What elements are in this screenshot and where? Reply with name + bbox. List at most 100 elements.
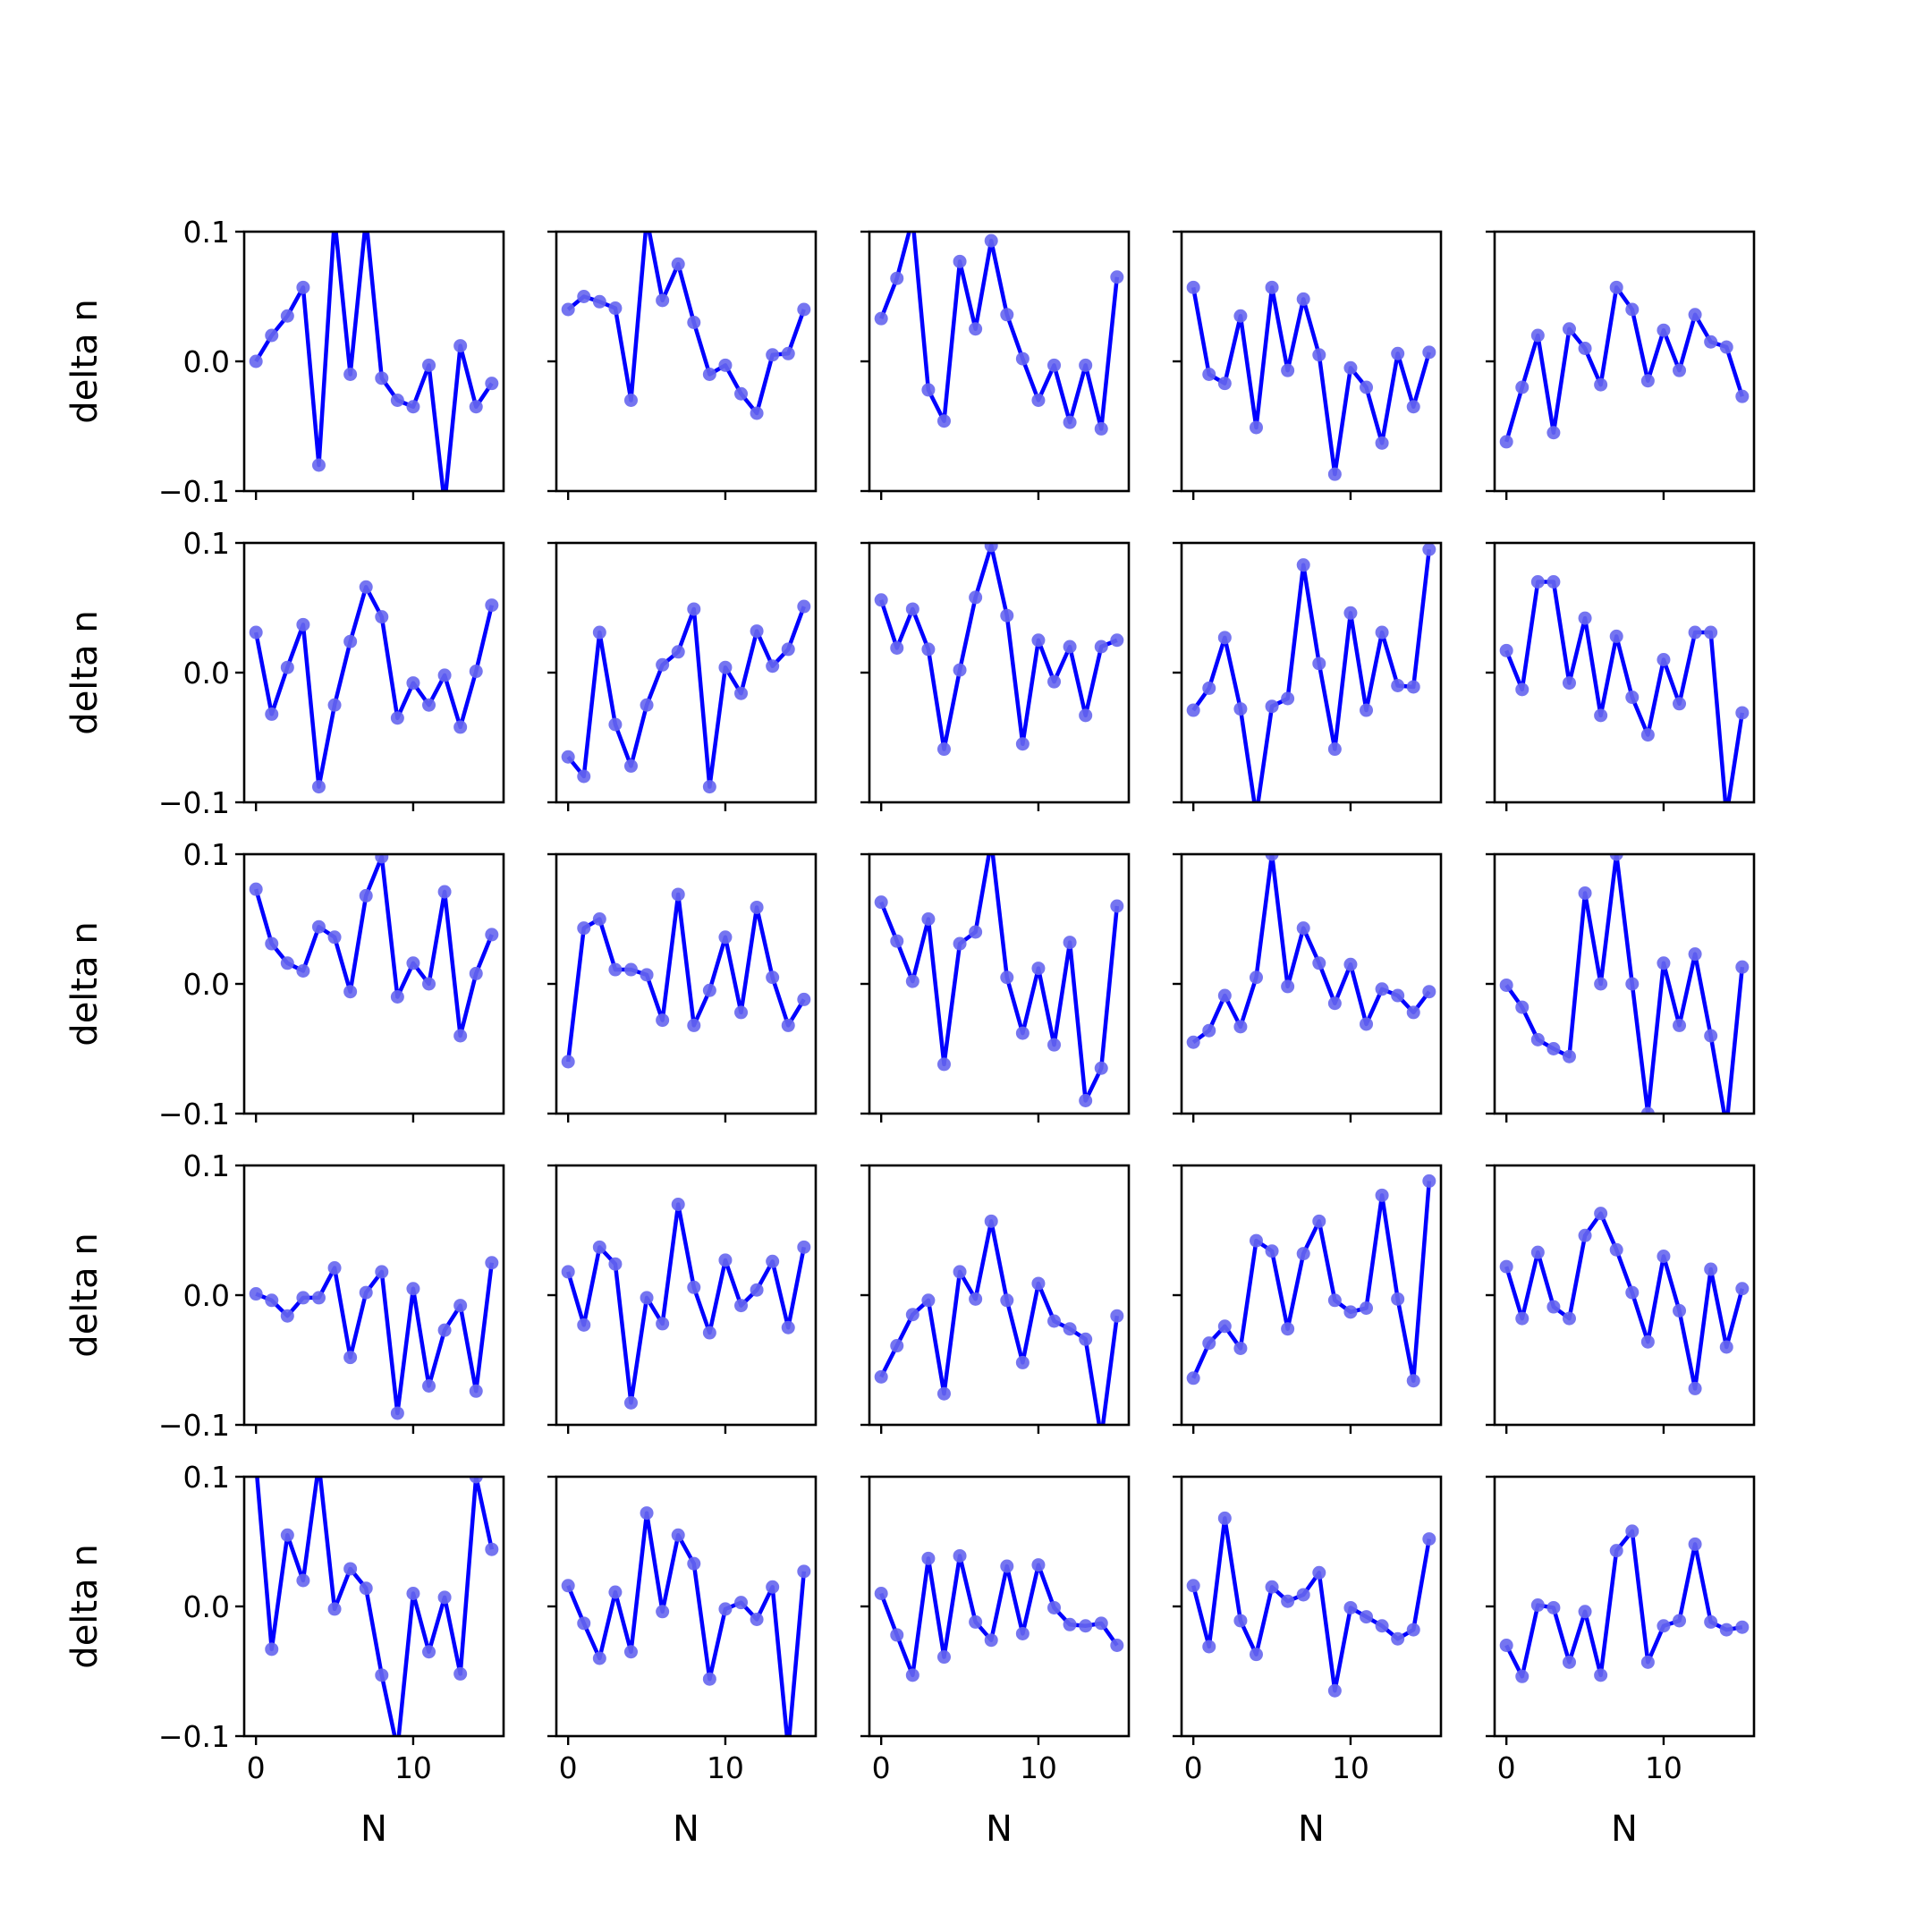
data-point bbox=[953, 936, 967, 951]
data-point bbox=[1375, 1619, 1389, 1633]
data-point bbox=[280, 1528, 294, 1542]
data-point bbox=[1360, 1301, 1374, 1315]
data-point bbox=[936, 1057, 951, 1072]
x-axis-label: N bbox=[1298, 1809, 1325, 1850]
data-point bbox=[702, 983, 716, 997]
panel-plot-area bbox=[249, 854, 499, 1043]
data-point bbox=[766, 1580, 780, 1594]
data-point bbox=[561, 1265, 575, 1279]
data-point bbox=[671, 257, 685, 271]
panel-r1-c1 bbox=[547, 541, 818, 811]
data-point bbox=[1735, 1620, 1750, 1634]
data-point bbox=[437, 885, 452, 899]
data-point bbox=[890, 934, 904, 948]
y-axis-label: delta n bbox=[64, 1544, 106, 1668]
data-point bbox=[687, 602, 701, 616]
panel-plot-area bbox=[874, 1548, 1124, 1682]
data-point bbox=[406, 956, 420, 970]
data-point bbox=[1015, 1026, 1030, 1040]
data-point bbox=[1281, 363, 1295, 377]
panel-r0-c1 bbox=[547, 230, 818, 500]
data-point bbox=[874, 1369, 888, 1384]
data-point bbox=[280, 660, 294, 674]
series-line bbox=[254, 854, 494, 1038]
data-point bbox=[1217, 1511, 1232, 1525]
data-point bbox=[921, 912, 936, 926]
data-point bbox=[1312, 956, 1326, 970]
data-point bbox=[1530, 1598, 1545, 1613]
data-point bbox=[1360, 703, 1374, 717]
data-point bbox=[608, 962, 623, 977]
data-point bbox=[797, 302, 811, 317]
x-tick-label: 0 bbox=[559, 1750, 578, 1785]
y-tick-label: 0.0 bbox=[183, 344, 230, 379]
data-point bbox=[1515, 682, 1530, 697]
data-point bbox=[1110, 1639, 1124, 1652]
y-axis-label: delta n bbox=[64, 610, 106, 734]
series-line bbox=[879, 1554, 1119, 1678]
data-point bbox=[1673, 1614, 1687, 1628]
series-line bbox=[565, 892, 806, 1063]
data-point bbox=[1047, 1600, 1062, 1614]
y-tick-label: 0.0 bbox=[183, 656, 230, 691]
data-point bbox=[921, 383, 936, 397]
data-point bbox=[280, 1309, 294, 1323]
data-point bbox=[375, 1265, 389, 1279]
data-point bbox=[1296, 921, 1310, 936]
x-tick-label: 0 bbox=[247, 1750, 266, 1785]
data-point bbox=[327, 1602, 342, 1616]
data-point bbox=[1578, 342, 1592, 355]
y-tick-label: −0.1 bbox=[158, 474, 230, 509]
data-point bbox=[1422, 1532, 1436, 1546]
series-line bbox=[879, 232, 1120, 431]
data-point bbox=[781, 642, 795, 657]
data-point bbox=[577, 769, 591, 784]
data-point bbox=[406, 400, 420, 414]
data-point bbox=[1063, 1322, 1077, 1336]
data-point bbox=[437, 1323, 452, 1337]
data-point bbox=[1735, 1282, 1750, 1296]
data-point bbox=[1499, 435, 1513, 449]
data-point bbox=[453, 339, 468, 353]
series-line bbox=[1504, 285, 1744, 443]
data-point bbox=[1094, 421, 1108, 436]
data-point bbox=[343, 368, 358, 381]
data-point bbox=[1704, 1262, 1718, 1276]
data-point bbox=[453, 1299, 468, 1313]
data-point bbox=[1391, 346, 1405, 360]
data-point bbox=[1000, 1293, 1014, 1308]
data-point bbox=[1625, 977, 1640, 991]
data-point bbox=[1594, 1668, 1608, 1682]
data-point bbox=[1031, 394, 1046, 407]
data-point bbox=[1406, 1005, 1420, 1020]
data-point bbox=[1312, 1214, 1326, 1228]
data-point bbox=[905, 1668, 919, 1682]
data-point bbox=[1499, 1259, 1513, 1274]
panel-r3-c0: −0.1 0.0 0.1 delta n bbox=[64, 1148, 505, 1443]
data-point bbox=[953, 254, 967, 268]
data-point bbox=[577, 921, 591, 936]
data-point bbox=[1079, 1619, 1093, 1633]
panel-r2-c2 bbox=[860, 852, 1131, 1123]
data-point bbox=[1063, 1617, 1077, 1631]
data-point bbox=[1673, 1018, 1687, 1032]
data-point bbox=[1546, 426, 1561, 440]
data-point bbox=[766, 970, 780, 985]
y-axis-label: delta n bbox=[64, 921, 106, 1046]
series-line bbox=[1504, 580, 1745, 802]
data-point bbox=[671, 1528, 685, 1542]
series-line bbox=[1191, 1516, 1432, 1693]
data-point bbox=[1343, 606, 1358, 620]
data-point bbox=[1530, 575, 1545, 589]
y-tick-label: 0.0 bbox=[183, 1589, 230, 1624]
series-line bbox=[566, 232, 806, 416]
data-point bbox=[437, 1590, 452, 1605]
data-point bbox=[905, 1308, 919, 1322]
panel-r2-c0: −0.1 0.0 0.1 delta n bbox=[64, 837, 505, 1131]
data-point bbox=[1327, 996, 1342, 1011]
data-point bbox=[343, 1562, 358, 1576]
data-point bbox=[1186, 1035, 1200, 1049]
data-point bbox=[1281, 1594, 1295, 1608]
panel-plot-area bbox=[249, 1256, 499, 1420]
panel-r2-c1 bbox=[547, 852, 818, 1123]
